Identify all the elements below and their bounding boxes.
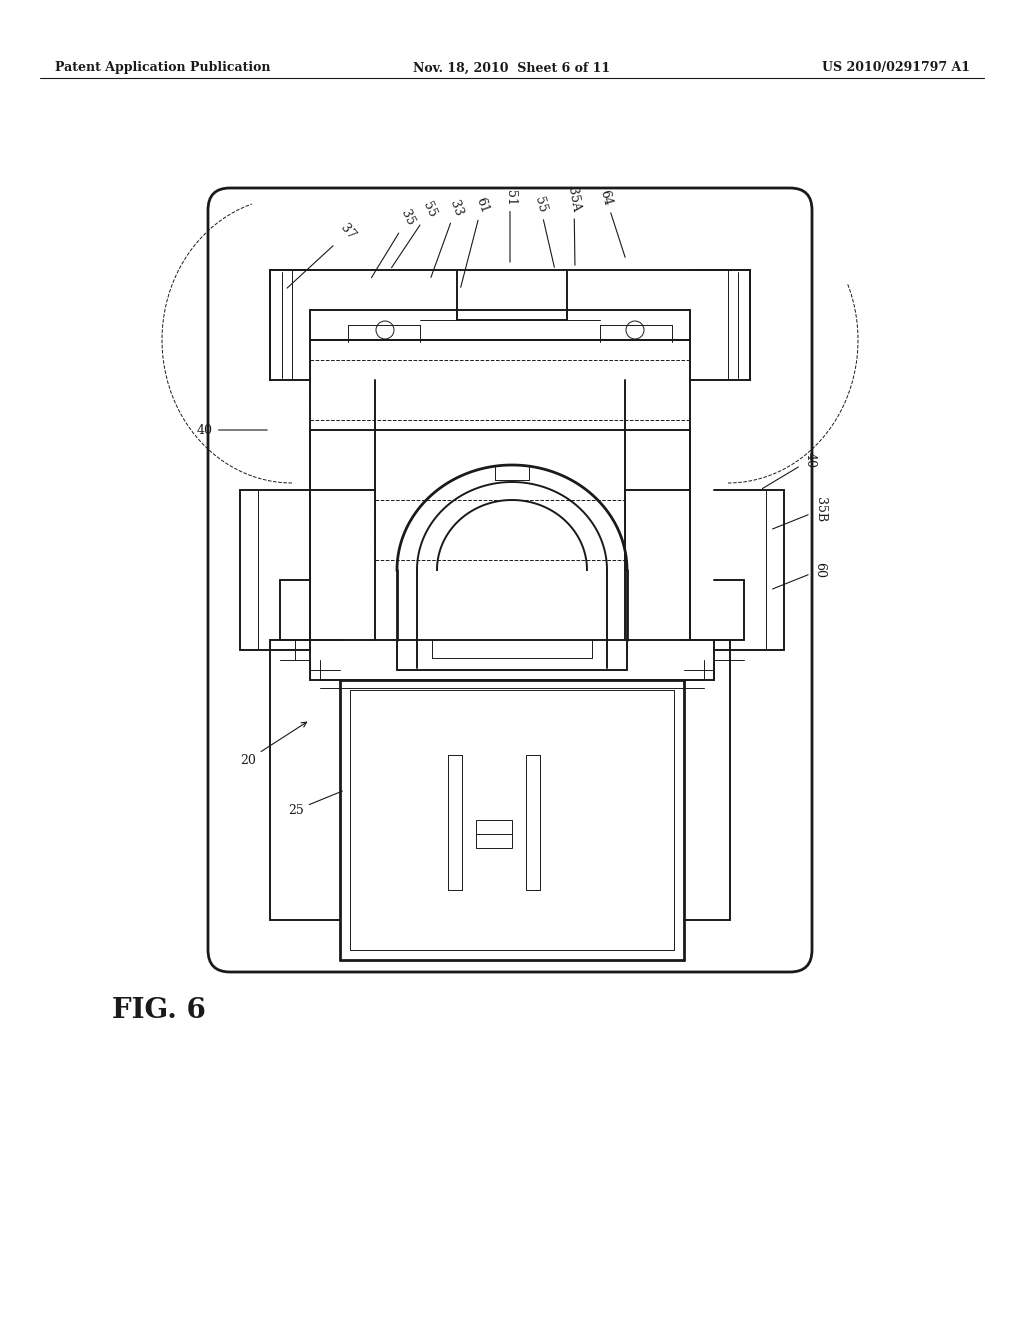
Text: 40: 40 bbox=[763, 451, 816, 488]
Bar bbox=[476, 820, 512, 847]
Text: 40: 40 bbox=[197, 424, 267, 437]
Text: Nov. 18, 2010  Sheet 6 of 11: Nov. 18, 2010 Sheet 6 of 11 bbox=[414, 62, 610, 74]
Text: 35A: 35A bbox=[565, 186, 583, 265]
Text: 60: 60 bbox=[772, 562, 826, 589]
Text: 35: 35 bbox=[372, 209, 417, 277]
Text: Patent Application Publication: Patent Application Publication bbox=[55, 62, 270, 74]
Text: US 2010/0291797 A1: US 2010/0291797 A1 bbox=[822, 62, 970, 74]
Text: 61: 61 bbox=[461, 195, 490, 288]
Text: 20: 20 bbox=[240, 722, 306, 767]
Text: 35B: 35B bbox=[772, 498, 826, 529]
Text: 55: 55 bbox=[531, 195, 554, 267]
Text: FIG. 6: FIG. 6 bbox=[112, 997, 206, 1023]
Text: 55: 55 bbox=[391, 201, 439, 268]
Text: 51: 51 bbox=[504, 190, 516, 263]
Text: 64: 64 bbox=[598, 189, 625, 257]
Text: 37: 37 bbox=[287, 222, 358, 288]
FancyBboxPatch shape bbox=[208, 187, 812, 972]
Text: 33: 33 bbox=[431, 198, 465, 277]
Text: 25: 25 bbox=[288, 791, 342, 817]
